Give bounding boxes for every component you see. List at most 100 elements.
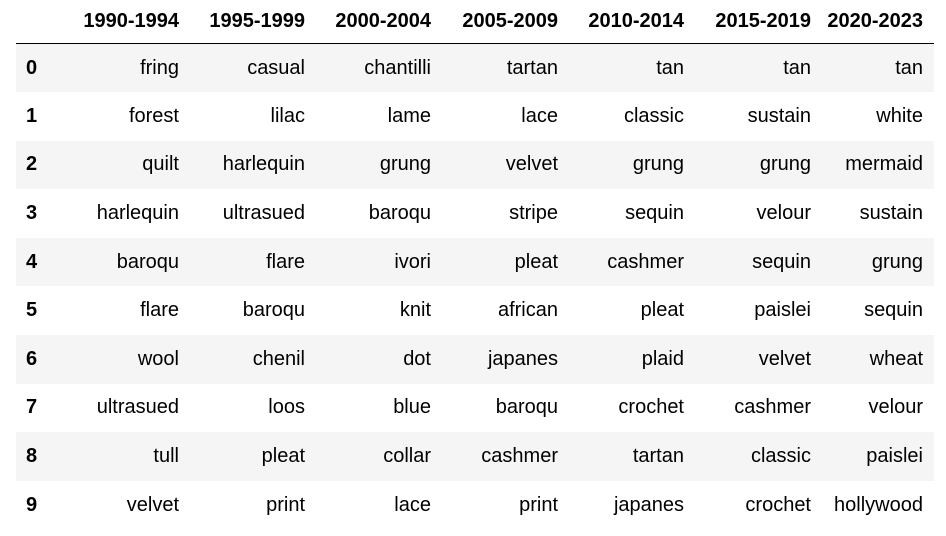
table-row: 4 baroqu flare ivori pleat cashmer sequin grung <box>16 237 934 287</box>
table-row: 5 flare baroqu knit african pleat paislei sequi… <box>16 286 934 336</box>
table-cell: tan <box>895 56 923 79</box>
table-cell: tull <box>153 445 179 468</box>
row-index: 8 <box>26 445 38 468</box>
column-header: 2005-2009 <box>442 0 569 44</box>
row-index: 0 <box>26 56 38 79</box>
table-cell: ultrasued <box>96 396 179 419</box>
row-index: 9 <box>26 493 38 516</box>
column-header: 1995-1999 <box>190 0 316 44</box>
table-cell: crochet <box>745 493 811 516</box>
table-cell: pleat <box>514 250 558 273</box>
table-cell: chenil <box>252 347 305 370</box>
row-index: 4 <box>26 250 38 273</box>
row-index: 7 <box>26 396 38 419</box>
table-cell: japanes <box>613 493 684 516</box>
table-cell: japanes <box>487 347 558 370</box>
row-index: 3 <box>26 202 38 225</box>
table-cell: forest <box>128 104 179 127</box>
table-cell: tan <box>656 56 684 79</box>
column-header: 2000-2004 <box>316 0 442 44</box>
table-cell: harlequin <box>222 153 305 176</box>
table-cell: flare <box>266 250 305 273</box>
table-cell: grung <box>379 153 431 176</box>
table-cell: grung <box>759 153 811 176</box>
table-cell: cashmer <box>481 445 558 468</box>
table-cell: velvet <box>505 153 558 176</box>
table-cell: flare <box>140 299 179 322</box>
table-cell: tartan <box>632 445 684 468</box>
table-cell: velour <box>868 396 923 419</box>
table-cell: lace <box>394 493 431 516</box>
table-cell: harlequin <box>96 202 179 225</box>
table-cell: blue <box>393 396 431 419</box>
table-cell: casual <box>247 56 305 79</box>
table-cell: classic <box>750 445 811 468</box>
table-cell: hollywood <box>834 493 923 516</box>
table-cell: print <box>519 493 558 516</box>
dataframe-table: 1990-1994 1995-1999 2000-2004 2005-2009 … <box>16 0 934 530</box>
column-header: 2020-2023 <box>822 0 934 44</box>
table-cell: cashmer <box>734 396 811 419</box>
table-row: 3 harlequin ultrasued baroqu stripe sequin vel… <box>16 189 934 238</box>
table-row: 7 ultrasued loos blue baroqu crochet cashmer ve… <box>16 383 934 433</box>
table-cell: pleat <box>640 299 684 322</box>
table-cell: baroqu <box>368 202 431 225</box>
table-header: 1990-1994 1995-1999 2000-2004 2005-2009 … <box>16 0 934 44</box>
column-header: 2010-2014 <box>569 0 695 44</box>
column-header: 1990-1994 <box>64 0 190 44</box>
table-row: 6 wool chenil dot japanes plaid velvet wheat <box>16 335 934 384</box>
table-cell: lame <box>387 104 431 127</box>
table-cell: lilac <box>270 104 305 127</box>
table-cell: paislei <box>754 299 811 322</box>
table-cell: wheat <box>869 347 923 370</box>
table-row: 0 fring casual chantilli tartan tan tan tan <box>16 43 934 93</box>
table-cell: baroqu <box>495 396 558 419</box>
table-cell: sequin <box>625 202 684 225</box>
dataframe-table-container: 1990-1994 1995-1999 2000-2004 2005-2009 … <box>16 0 934 530</box>
table-cell: quilt <box>142 153 179 176</box>
table-cell: white <box>876 104 923 127</box>
table-cell: grung <box>632 153 684 176</box>
table-cell: pleat <box>261 445 305 468</box>
row-index: 1 <box>26 104 38 127</box>
table-cell: dot <box>403 347 431 370</box>
table-cell: sequin <box>752 250 811 273</box>
table-cell: ivori <box>394 250 431 273</box>
table-cell: sustain <box>859 202 923 225</box>
table-cell: collar <box>383 445 431 468</box>
table-row: 9 velvet print lace print japanes crochet holly… <box>16 480 934 530</box>
table-cell: velvet <box>126 493 179 516</box>
table-cell: stripe <box>509 202 558 225</box>
table-cell: velour <box>756 202 811 225</box>
table-cell: wool <box>137 347 179 370</box>
table-cell: chantilli <box>364 56 431 79</box>
table-cell: classic <box>623 104 684 127</box>
table-body: 0 fring casual chantilli tartan tan tan tan 1 for… <box>16 43 934 530</box>
header-row: 1990-1994 1995-1999 2000-2004 2005-2009 … <box>16 0 934 44</box>
table-cell: cashmer <box>607 250 684 273</box>
table-cell: tan <box>783 56 811 79</box>
index-header <box>16 0 64 44</box>
table-cell: baroqu <box>116 250 179 273</box>
table-cell: velvet <box>758 347 811 370</box>
table-cell: grung <box>871 250 923 273</box>
table-cell: paislei <box>866 445 923 468</box>
row-index: 2 <box>26 153 38 176</box>
row-index: 5 <box>26 299 38 322</box>
table-cell: plaid <box>641 347 684 370</box>
table-cell: ultrasued <box>222 202 305 225</box>
table-cell: sequin <box>864 299 923 322</box>
table-cell: mermaid <box>845 153 923 176</box>
table-cell: print <box>266 493 305 516</box>
table-row: 8 tull pleat collar cashmer tartan classic pais… <box>16 432 934 481</box>
table-cell: tartan <box>506 56 558 79</box>
table-cell: crochet <box>618 396 684 419</box>
table-cell: baroqu <box>242 299 305 322</box>
table-cell: african <box>497 299 558 322</box>
table-cell: knit <box>399 299 431 322</box>
table-cell: sustain <box>747 104 811 127</box>
column-header: 2015-2019 <box>695 0 822 44</box>
table-cell: fring <box>140 56 179 79</box>
table-row: 2 quilt harlequin grung velvet grung grung merm… <box>16 140 934 190</box>
table-cell: loos <box>268 396 305 419</box>
